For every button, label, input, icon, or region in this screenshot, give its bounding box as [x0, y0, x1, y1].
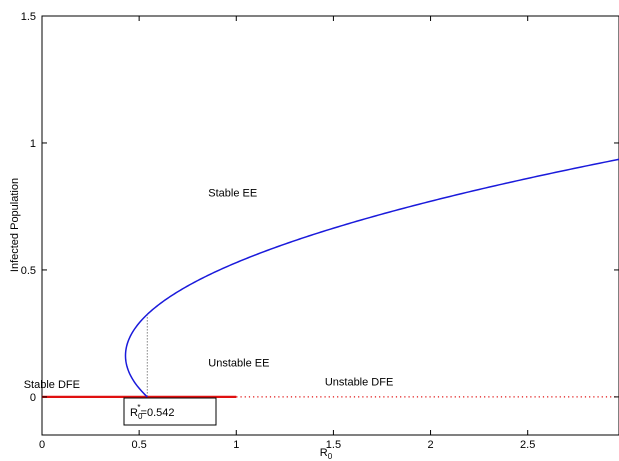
plot-area	[41, 15, 619, 436]
threshold-label-value: =0.542	[141, 407, 175, 419]
annotation-label: Unstable EE	[208, 357, 269, 369]
unstable-ee-curve	[124, 313, 148, 398]
series-group	[42, 158, 619, 399]
annotations-group: Stable EE Unstable EE Stable DFE Unstable D…	[24, 187, 394, 391]
threshold-box	[123, 397, 217, 426]
stable-ee-curve	[146, 158, 619, 315]
threshold-label-subscript: 0	[138, 412, 143, 421]
annotation-label: Unstable DFE	[325, 376, 393, 388]
x-tick-label: 0.5	[131, 439, 146, 451]
y-tick-label: 1	[30, 138, 36, 150]
annotation-label: Stable EE	[208, 187, 257, 199]
annotation-label: Stable DFE	[24, 379, 80, 391]
y-tick-label: 1.5	[21, 11, 36, 23]
threshold-label-superscript: *	[137, 403, 140, 412]
x-tick-label: 1.5	[326, 439, 341, 451]
x-axis-label-subscript: 0	[328, 452, 333, 461]
x-tick-label: 2.5	[520, 439, 535, 451]
threshold-label-box: R0*=0.542	[123, 397, 217, 426]
x-axis-label: R0	[320, 447, 333, 461]
threshold-label: R0*=0.542	[130, 403, 174, 421]
x-tick-label: 0	[39, 439, 45, 451]
x-axis-label-main: R	[320, 447, 328, 459]
x-tick-label: 1	[233, 439, 239, 451]
y-tick-label: 0	[30, 392, 36, 404]
ticks-group: 0 0.5 1 1.5 2 2.5 0 0.5 1 1.5	[21, 11, 619, 451]
threshold-label-main: R	[130, 407, 138, 419]
y-axis-label: Infected Population	[9, 178, 21, 272]
y-tick-label: 0.5	[21, 265, 36, 277]
x-tick-label: 2	[427, 439, 433, 451]
